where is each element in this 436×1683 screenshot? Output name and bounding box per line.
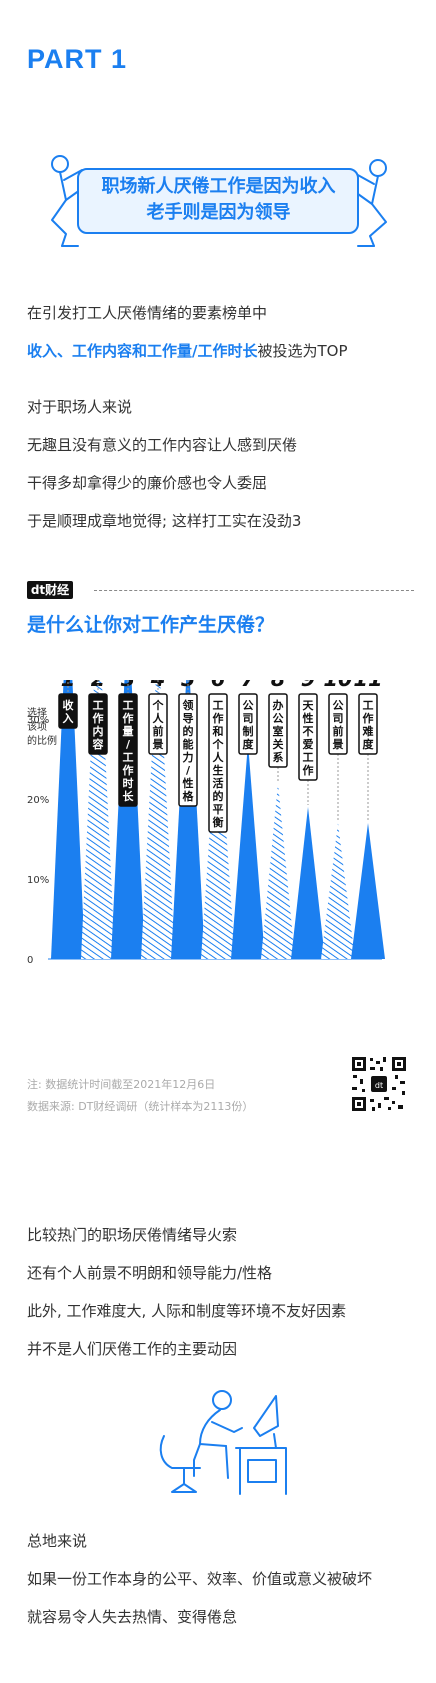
y-axis-label: 该项 — [27, 720, 47, 733]
bar-2 — [81, 680, 115, 959]
banner-title-line2: 老手则是因为领导 — [146, 202, 291, 223]
outro-line-7: 就容易令人失去热情、变得倦怠 — [27, 1608, 238, 1626]
category-label-6: 工作和个人生活的平衡 — [212, 699, 225, 829]
intro-line-5: 干得多却拿得少的廉价感也令人委屈 — [27, 474, 268, 492]
category-label-box-7 — [238, 693, 258, 755]
category-label-box-9 — [298, 693, 318, 781]
qr-code-icon: dt — [350, 1055, 408, 1113]
category-label-4: 个人前景 — [152, 698, 165, 751]
rank-label-9: 9 — [301, 680, 316, 691]
category-label-1: 收入 — [63, 698, 74, 725]
category-label-box-1 — [58, 693, 78, 729]
note-date: 注: 数据统计时间截至2021年12月6日 — [27, 1078, 216, 1091]
category-label-3: 工作量/工作时长 — [123, 699, 135, 803]
note-source: 数据来源: DT财经调研（统计样本为2113份） — [27, 1100, 254, 1113]
rank-label-11: 11 — [353, 680, 382, 691]
bar-5 — [171, 680, 205, 959]
category-label-10: 公司前景 — [332, 699, 344, 751]
bar-9 — [291, 807, 325, 959]
outro-line-2: 还有个人前景不明朗和领导能力/性格 — [27, 1264, 273, 1282]
banner-title-line1: 职场新人厌倦工作是因为收入 — [101, 176, 336, 197]
category-label-2: 工作内容 — [92, 699, 104, 751]
category-label-box-5 — [178, 693, 198, 807]
bar-10 — [321, 823, 355, 959]
y-tick-label: 10% — [27, 875, 49, 886]
part-label: PART 1 — [27, 44, 128, 74]
bar-chart: 选择该项的比例010%20%30%40%50%1收入2工作内容3工作量/工作时长… — [27, 680, 385, 966]
category-label-7: 公司制度 — [243, 699, 255, 751]
outro-line-5: 总地来说 — [27, 1532, 88, 1550]
category-label-box-8 — [268, 693, 288, 768]
rank-label-6: 6 — [211, 680, 226, 691]
category-label-8: 办公室关系 — [273, 698, 284, 764]
intro-line-6: 于是顺理成章地觉得; 这样打工实在没劲3 — [27, 512, 302, 530]
bar-11 — [351, 823, 385, 959]
bar-8 — [261, 783, 295, 959]
y-axis-label: 选择 — [27, 706, 47, 719]
intro-line-1: 在引发打工人厌倦情绪的要素榜单中 — [27, 304, 268, 322]
rank-label-10: 10 — [323, 680, 352, 691]
y-tick-label: 0 — [27, 955, 33, 966]
category-label-box-3 — [118, 693, 138, 807]
rank-label-1: 1 — [61, 680, 76, 691]
category-label-box-2 — [88, 693, 108, 755]
category-label-box-11 — [358, 693, 378, 755]
category-label-box-10 — [328, 693, 348, 755]
category-label-5: 领导的能力/性格 — [182, 698, 195, 803]
category-label-box-4 — [148, 693, 168, 755]
intro-line-2-rest: 被投选为TOP — [257, 342, 348, 360]
person-right-illustration — [355, 159, 387, 247]
intro-line-4: 无趣且没有意义的工作内容让人感到厌倦 — [27, 436, 298, 454]
chart-question-title: 是什么让你对工作产生厌倦？ — [27, 614, 275, 636]
outro-line-6: 如果一份工作本身的公平、效率、价值或意义被破坏 — [27, 1570, 373, 1588]
section-divider — [94, 590, 414, 591]
intro-line-3: 对于职场人来说 — [27, 398, 133, 416]
bar-4 — [141, 680, 175, 959]
bar-7 — [231, 743, 265, 959]
category-label-box-6 — [208, 693, 228, 833]
headline-banner: 职场新人厌倦工作是因为收入 老手则是因为领导 — [22, 150, 414, 252]
outro-line-4: 并不是人们厌倦工作的主要动因 — [27, 1340, 238, 1358]
category-label-11: 工作难度 — [362, 699, 375, 751]
y-tick-label: 30% — [27, 715, 49, 726]
brand-logo: dt财经 — [27, 581, 73, 599]
category-label-9: 天性不爱工作 — [303, 699, 315, 777]
y-tick-label: 20% — [27, 795, 49, 806]
rank-label-8: 8 — [271, 680, 286, 691]
intro-line-2: 收入、工作内容和工作量/工作时长被投选为TOP — [27, 340, 348, 361]
outro-line-3: 此外, 工作难度大, 人际和制度等环境不友好因素 — [27, 1302, 347, 1320]
desk-worker-illustration — [159, 1390, 287, 1495]
intro-highlight: 收入、工作内容和工作量/工作时长 — [27, 342, 258, 360]
qr-center-logo: dt — [375, 1081, 383, 1090]
rank-label-7: 7 — [241, 680, 256, 691]
outro-line-1: 比较热门的职场厌倦情绪导火索 — [27, 1226, 238, 1244]
y-axis-label: 的比例 — [27, 734, 57, 747]
banner-box — [77, 168, 359, 234]
bar-3 — [111, 680, 145, 959]
bar-6 — [201, 711, 235, 959]
bar-1 — [51, 680, 85, 959]
